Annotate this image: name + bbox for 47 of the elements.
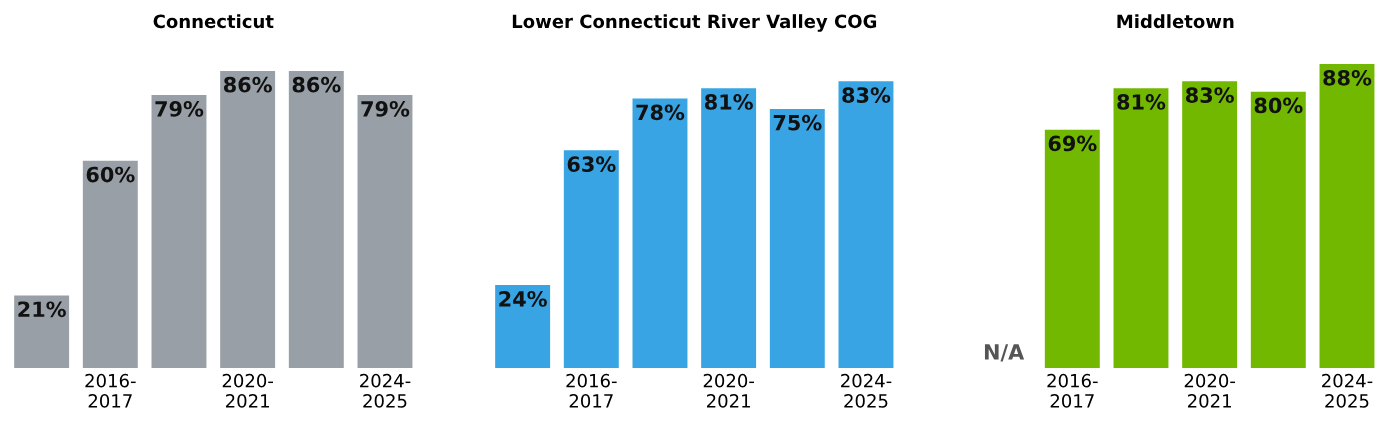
x-tick-label: 2016- 2017 [566,373,617,408]
bar [563,150,619,368]
data-label: 79% [361,101,410,117]
x-tick-label: 2024- 2025 [360,373,411,408]
bar [838,81,894,368]
text: N/A [984,344,1025,362]
data-label: 24% [499,291,547,307]
bar [1044,129,1100,368]
chart-title: Lower Connecticut River Valley COG [512,14,877,32]
bar [769,108,825,368]
bar [1113,88,1169,368]
bar [701,88,757,368]
chart-title: Connecticut [153,14,274,29]
x-tick-label: 2024- 2025 [1322,373,1373,408]
chart-title: Middletown [1117,14,1234,29]
bar [1319,64,1375,368]
bar [495,285,551,368]
data-label: 86% [223,76,272,93]
x-tick-label: 2020- 2021 [222,373,273,408]
x-tick-label: 2016- 2017 [1047,373,1098,408]
data-label: 21% [18,301,66,318]
data-label: 80% [1254,97,1303,114]
x-tick-label: 2020- 2021 [703,373,754,408]
data-label: 83% [842,87,891,103]
x-tick-label: 2020- 2021 [1184,373,1235,408]
bar [151,95,207,368]
x-tick-label: 2024- 2025 [841,373,892,408]
bar [1250,91,1306,368]
data-label: 69% [1048,135,1097,152]
data-label: 75% [773,114,822,131]
data-label: 78% [636,104,685,121]
bar [288,70,344,368]
data-label: 63% [567,156,616,173]
bar [220,70,276,368]
bar [632,98,688,368]
bar [82,160,138,368]
data-label: 79% [155,101,204,117]
data-label: 81% [1117,94,1166,110]
data-label: 86% [292,76,341,93]
bar [357,95,413,368]
x-tick-label: 2016- 2017 [85,373,136,408]
bar [1182,81,1238,368]
data-label: 88% [1323,69,1372,86]
data-label: 60% [86,166,135,183]
data-label: 83% [1185,87,1234,103]
bar [14,295,70,368]
data-label: 81% [704,94,753,110]
